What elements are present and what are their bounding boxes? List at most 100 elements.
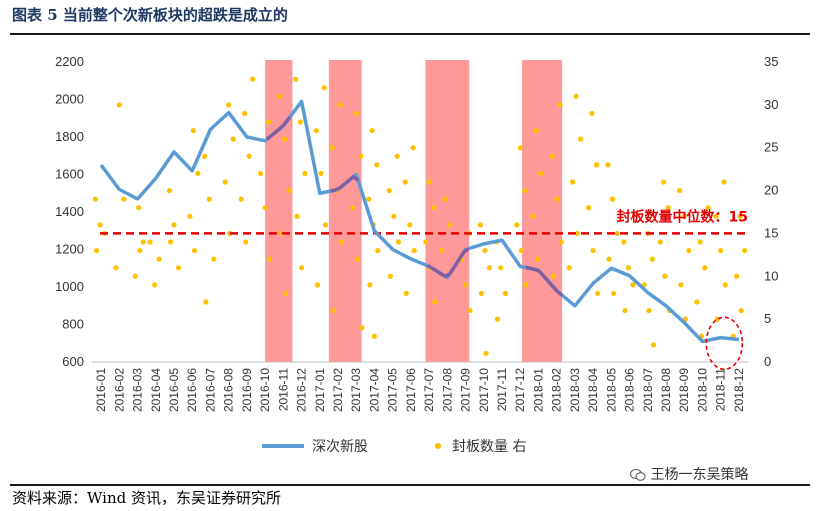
x-tick-label: 2017-11 — [495, 368, 509, 411]
scatter-dot — [147, 239, 153, 245]
scatter-dot — [566, 265, 572, 271]
x-tick-label: 2016-09 — [240, 368, 254, 412]
scatter-dot — [549, 153, 555, 159]
scatter-dot — [206, 196, 212, 202]
y-left-tick: 800 — [62, 317, 84, 332]
y-right-tick: 0 — [764, 354, 771, 369]
scatter-dot — [721, 179, 727, 185]
legend-label-dots: 封板数量 右 — [452, 439, 526, 455]
scatter-dot — [517, 145, 523, 151]
scatter-dot — [166, 187, 173, 194]
scatter-dot — [558, 239, 564, 245]
scatter-dot — [371, 333, 378, 339]
scatter-dot — [589, 110, 595, 117]
scatter-dot — [477, 222, 483, 228]
x-tick-label: 2017-01 — [313, 368, 327, 412]
scatter-dot — [116, 102, 122, 108]
scatter-dot — [483, 350, 489, 357]
scatter-dot — [113, 265, 119, 271]
scatter-dot — [230, 136, 236, 142]
x-tick-label: 2018-05 — [604, 368, 618, 412]
scatter-dot — [322, 222, 329, 228]
scatter-dot — [257, 170, 264, 177]
scatter-dot — [554, 196, 560, 202]
x-tick-label: 2016-03 — [131, 368, 145, 412]
y-right-tick: 35 — [764, 54, 778, 69]
scatter-dot — [167, 239, 174, 245]
scatter-dot — [722, 282, 728, 288]
scatter-dot — [661, 179, 667, 185]
x-tick-label: 2018-12 — [732, 368, 746, 412]
scatter-dot — [227, 230, 233, 237]
y-left-tick: 1000 — [55, 279, 84, 294]
y-left-tick: 2200 — [55, 54, 84, 69]
scatter-dot — [203, 299, 209, 305]
scatter-dot — [175, 265, 182, 271]
scatter-dot — [350, 205, 356, 211]
scatter-dot — [494, 316, 501, 322]
scatter-dot — [286, 187, 292, 194]
scatter-dot — [530, 213, 536, 219]
scatter-dot — [665, 205, 671, 211]
scatter-dot — [277, 93, 283, 99]
wechat-icon — [630, 469, 646, 481]
x-tick-label: 2018-01 — [531, 368, 545, 412]
scatter-dot — [718, 247, 724, 254]
scatter-dot — [686, 247, 692, 254]
scatter-dot — [550, 273, 556, 279]
scatter-dot — [442, 196, 448, 202]
scatter-dot — [403, 290, 409, 297]
scatter-dot — [650, 342, 657, 348]
scatter-dot — [621, 239, 627, 245]
y-right-tick: 5 — [764, 311, 771, 326]
x-tick-label: 2016-02 — [112, 368, 126, 412]
chart-title: 图表 5 当前整个次新板块的超跌是成立的 — [12, 6, 288, 24]
shaded-period-0 — [265, 60, 293, 362]
scatter-dot — [570, 179, 576, 185]
scatter-dot — [375, 247, 381, 254]
scatter-dot — [374, 162, 380, 168]
scatter-dot — [577, 136, 584, 142]
scatter-dot — [297, 119, 304, 125]
scatter-dot — [386, 187, 392, 194]
x-tick-label: 2018-11 — [714, 368, 728, 411]
scatter-dot — [387, 273, 393, 279]
scatter-dot — [121, 196, 127, 202]
x-tick-label: 2016-05 — [167, 368, 181, 412]
scatter-dot — [281, 136, 288, 142]
x-tick-label: 2018-03 — [568, 368, 582, 412]
scatter-dot — [294, 213, 300, 219]
scatter-dot — [402, 179, 408, 185]
scatter-dot — [705, 205, 711, 211]
scatter-dot — [329, 145, 335, 151]
highlight-segment-0 — [265, 116, 292, 141]
x-tick-label: 2017-08 — [440, 368, 454, 412]
x-tick-label: 2017-06 — [404, 368, 418, 412]
scatter-dot — [318, 170, 324, 177]
scatter-dot — [394, 153, 400, 159]
scatter-dot — [93, 247, 100, 254]
x-tick-label: 2017-12 — [513, 368, 527, 412]
scatter-dot — [137, 247, 143, 254]
median-label: 封板数量中位数：15 — [617, 208, 748, 225]
scatter-dot — [486, 265, 493, 271]
y-right-tick: 25 — [764, 140, 778, 155]
scatter-dot — [606, 256, 612, 262]
watermark-text: 王杨一东吴策略 — [650, 467, 749, 483]
scatter-dot — [156, 256, 162, 262]
y-left-tick: 600 — [62, 354, 84, 369]
scatter-dot — [249, 76, 256, 82]
scatter-dot — [298, 265, 305, 271]
scatter-dot — [313, 127, 319, 134]
y-right-tick: 30 — [764, 97, 778, 112]
scatter-dot — [337, 102, 343, 108]
scatter-dot — [462, 282, 469, 288]
x-tick-label: 2017-05 — [386, 368, 400, 412]
scatter-dot — [611, 290, 617, 297]
y-left-tick: 1600 — [55, 167, 84, 182]
shaded-period-2 — [425, 60, 470, 362]
x-tick-label: 2016-06 — [185, 368, 199, 412]
scatter-dot — [702, 265, 708, 271]
y-left-tick: 1400 — [55, 204, 84, 219]
scatter-dot — [97, 222, 103, 228]
